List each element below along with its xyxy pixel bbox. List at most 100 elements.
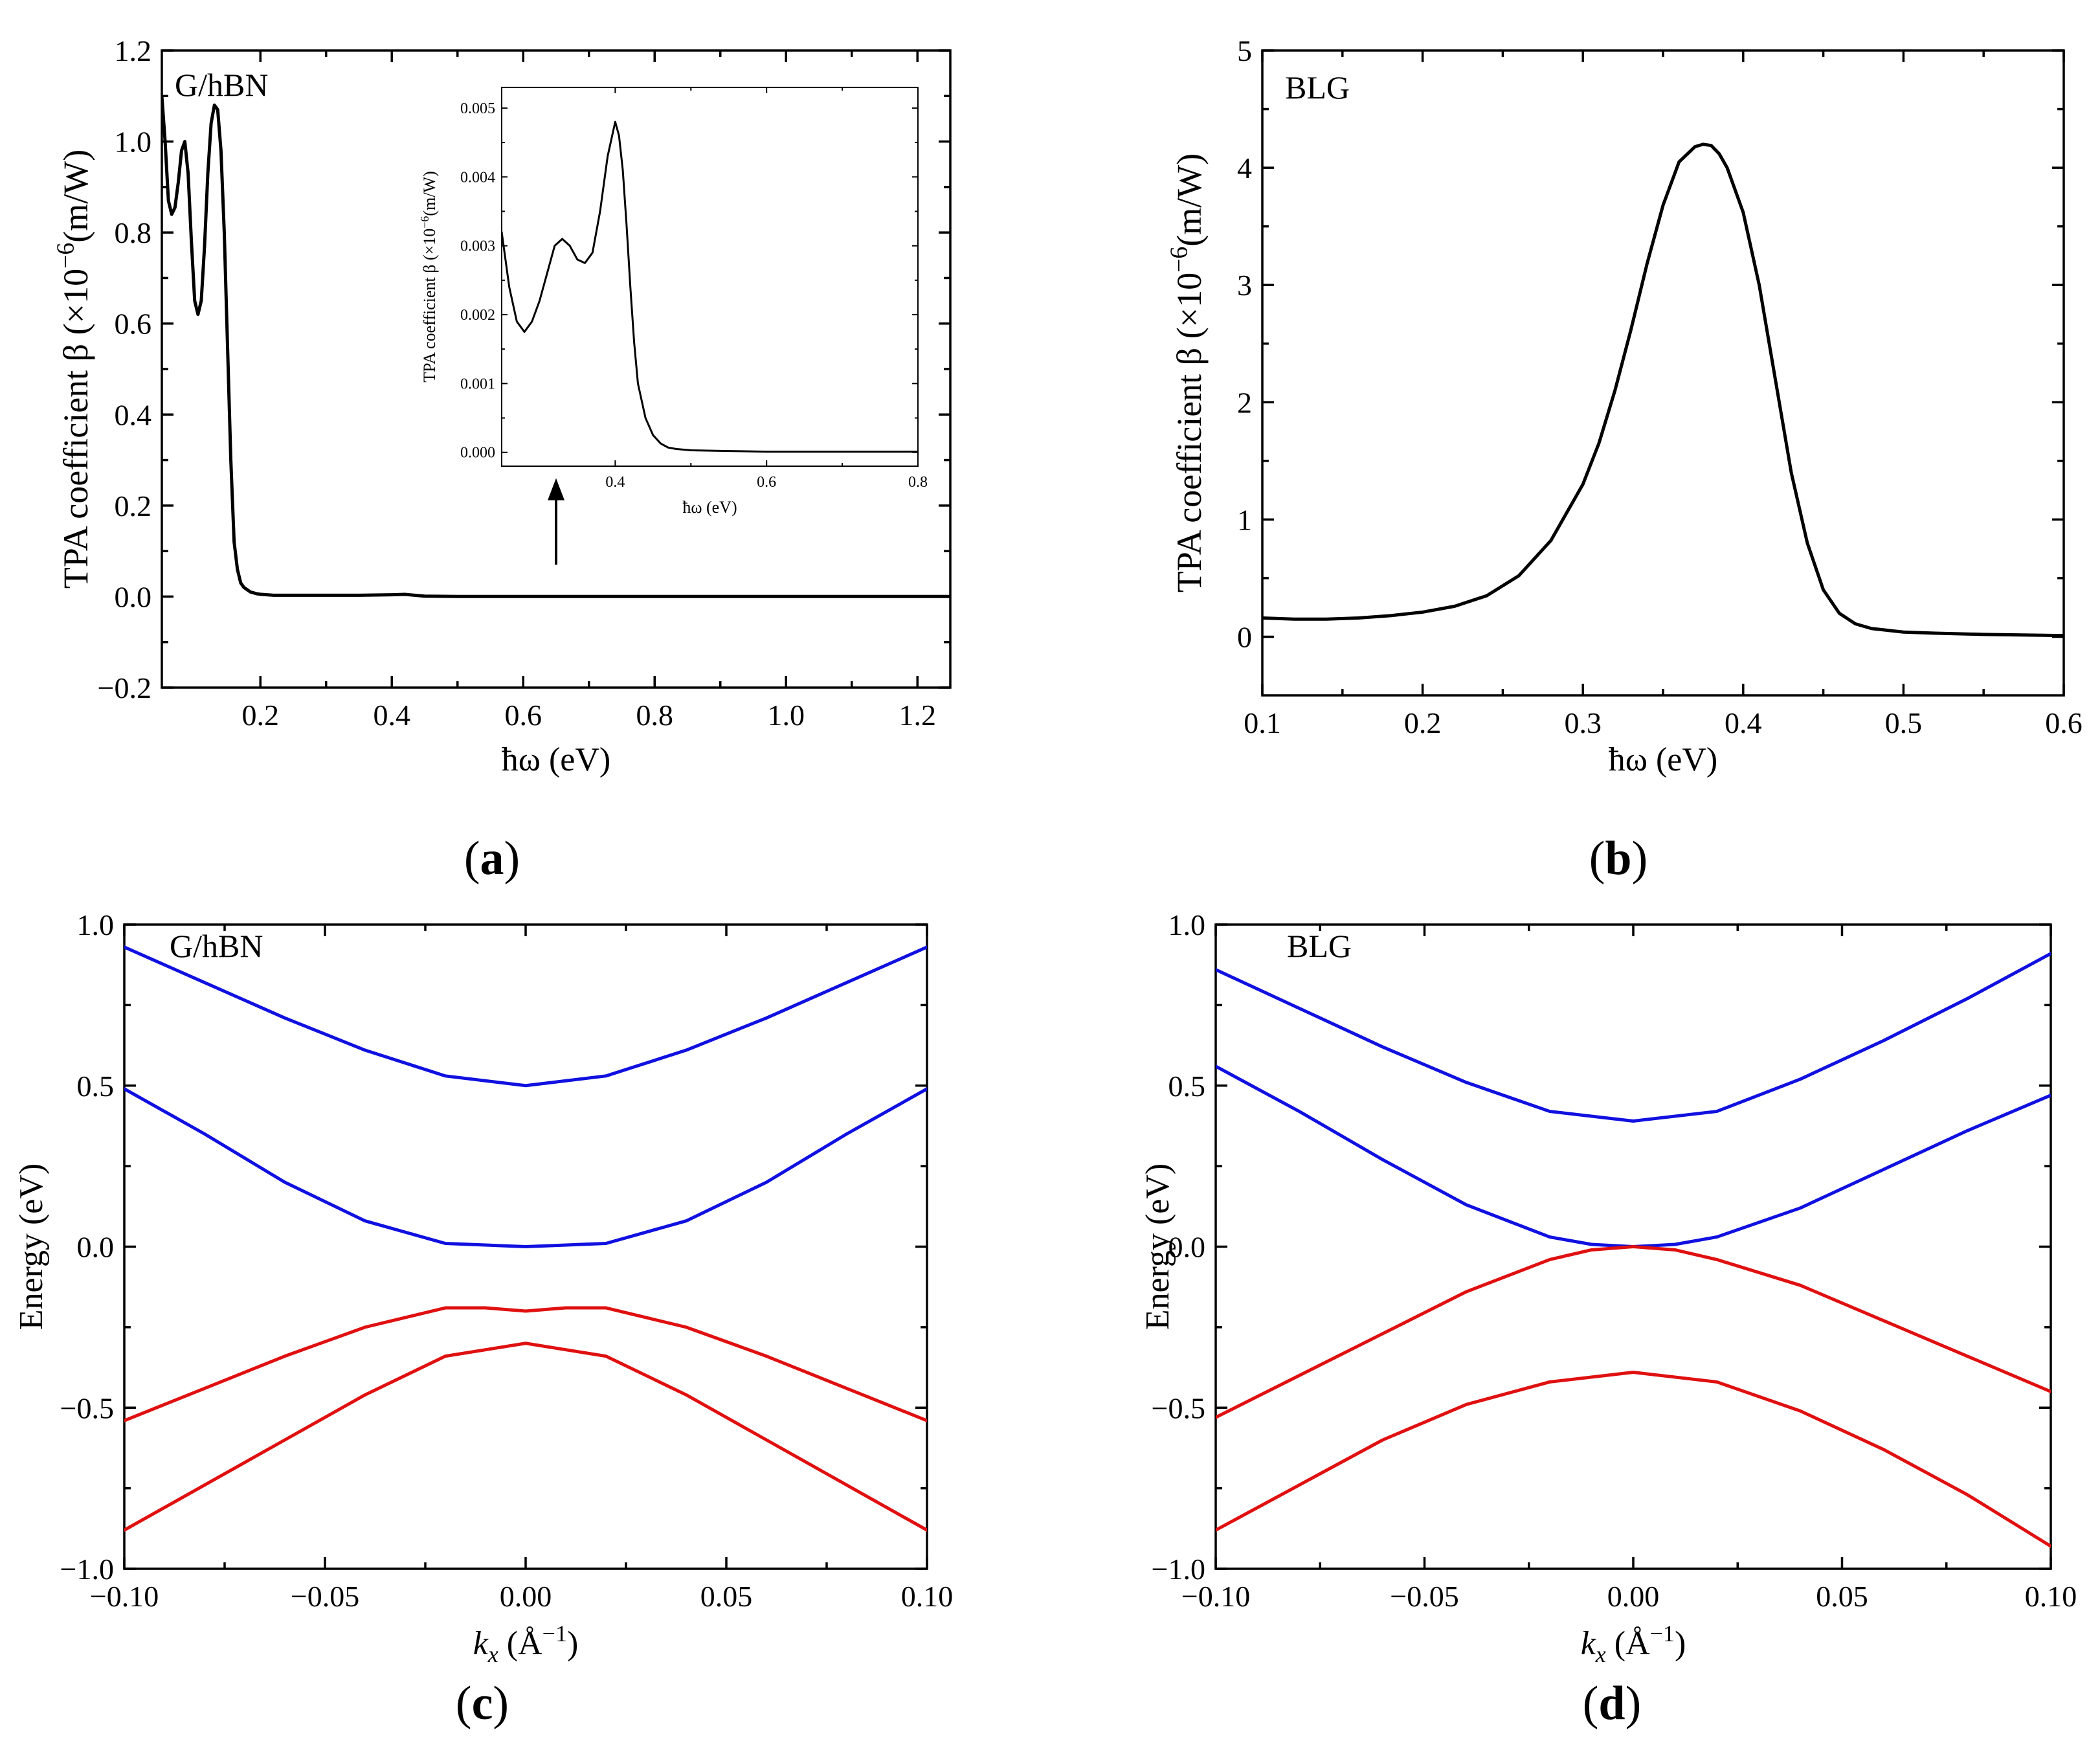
y-tick-label: 1 (1237, 503, 1252, 536)
x-tick-label: 0.6 (757, 474, 776, 491)
x-axis-title-unit: (Å (1606, 1625, 1650, 1662)
x-axis-title-unit: (Å (498, 1625, 542, 1662)
y-tick-label: 3 (1237, 269, 1252, 302)
series-line-valence-band-1 (1216, 1245, 2051, 1419)
panel-label: BLG (1285, 69, 1350, 106)
x-axis-title: kx (Å−1) (473, 1621, 579, 1667)
x-tick-label: 0.05 (700, 1580, 753, 1613)
caption-letter: c (472, 1677, 493, 1730)
series-line-blg (1262, 142, 2064, 638)
caption-open: ( (1583, 1677, 1599, 1730)
y-axis-title: TPA coefficient β (×10−6(m/W) (52, 150, 95, 589)
series-line-conduction-band-1 (124, 1087, 927, 1248)
y-tick-label: −0.2 (98, 671, 151, 704)
panel-label: G/hBN (175, 67, 268, 103)
y-tick-label: 5 (1237, 34, 1252, 67)
series-line-valence-band-2 (1216, 1371, 2051, 1548)
x-tick-label: 0.10 (901, 1580, 954, 1613)
series-line-valence-band-1 (124, 1306, 927, 1422)
series-line-g-hbn-zoom (502, 120, 918, 453)
panel-label: BLG (1287, 928, 1352, 964)
x-axis-title: kx (Å−1) (1581, 1621, 1686, 1667)
x-axis-title-k: k (1581, 1625, 1596, 1662)
y-tick-label: 0.0 (77, 1231, 115, 1264)
panel-label: G/hBN (170, 928, 263, 964)
y-tick-label: 0.002 (460, 307, 495, 324)
y-tick-label: 0.0 (115, 580, 152, 613)
figure-caption: (a) (464, 832, 520, 885)
x-tick-label: −0.10 (1181, 1580, 1250, 1613)
inset-y-axis-title: TPA coefficient β (×10−6(m/W) (418, 171, 439, 383)
y-tick-label: −0.5 (60, 1391, 114, 1424)
y-axis-title-main: TPA coefficient β (×10 (1170, 273, 1209, 592)
y-tick-label: 0.5 (77, 1070, 115, 1103)
x-axis-title-subscript: x (487, 1641, 498, 1667)
x-tick-label: 0.05 (1816, 1580, 1868, 1613)
x-tick-label: 0.4 (374, 699, 411, 732)
caption-open: ( (464, 832, 480, 885)
inset-y-axis-title-exponent: −6 (418, 216, 431, 229)
inset-y-axis-title-main: TPA coefficient β (×10 (420, 229, 439, 383)
y-tick-label: 2 (1237, 386, 1252, 419)
caption-letter: b (1605, 832, 1631, 885)
caption-close: ) (1625, 1677, 1642, 1730)
y-tick-label: 0.6 (115, 308, 152, 341)
x-tick-label: −0.10 (90, 1580, 159, 1613)
y-tick-label: 0.5 (1168, 1070, 1206, 1103)
y-axis-title-main: TPA coefficient β (×10 (56, 269, 95, 589)
inset-x-axis-title: ħω (eV) (682, 498, 737, 517)
y-tick-label: 0.003 (460, 238, 495, 255)
x-tick-label: −0.05 (1390, 1580, 1458, 1613)
series-line-conduction-band-2 (1216, 952, 2051, 1123)
chart-panel-b: 0.1 0.2 0.3 0.4 0.5 0.6 0 1 2 3 4 5 BLG ħω (eV) TPA co… (1165, 34, 2082, 885)
series-line-conduction-band-2 (124, 945, 927, 1088)
x-tick-label: 0.8 (636, 699, 674, 732)
x-tick-label: 0.3 (1564, 706, 1602, 739)
x-axis-title-close: ) (567, 1625, 578, 1662)
y-tick-label: 0.005 (460, 100, 495, 117)
figure-caption: (c) (456, 1677, 509, 1730)
y-tick-label: 1.2 (115, 34, 152, 67)
x-tick-label: 0.1 (1244, 706, 1281, 739)
x-tick-label: −0.05 (291, 1580, 359, 1613)
x-tick-label: 1.2 (899, 699, 937, 732)
inset-y-axis-title-unit: (m/W) (420, 171, 439, 216)
y-tick-label: −1.0 (1152, 1553, 1205, 1586)
y-axis-title: TPA coefficient β (×10−6(m/W) (1165, 153, 1209, 593)
y-tick-label: 0.8 (115, 216, 152, 249)
y-tick-label: −0.5 (1152, 1391, 1205, 1424)
y-axis-title-exponent: −6 (1165, 247, 1192, 273)
x-tick-label: 0.4 (605, 474, 625, 491)
y-tick-label: 4 (1237, 152, 1252, 185)
x-tick-label: 0.00 (500, 1580, 552, 1613)
x-tick-label: 0.6 (2045, 706, 2083, 739)
x-tick-label: 0.6 (505, 699, 542, 732)
x-tick-label: 0.4 (1725, 706, 1762, 739)
caption-open: ( (456, 1677, 472, 1730)
x-axis-title-subscript: x (1595, 1641, 1606, 1667)
figure-caption: (d) (1583, 1677, 1641, 1730)
y-axis-title: Energy (eV) (13, 1163, 50, 1331)
x-axis-title-k: k (473, 1625, 489, 1662)
plot-frame (161, 49, 952, 689)
inset-chart: 0.4 0.6 0.8 0.000 0.001 0.002 0.003 0.004 0.005 ħ… (418, 87, 928, 517)
plot-frame (501, 87, 919, 467)
y-tick-label: 0.001 (460, 376, 495, 392)
series-line-g-hbn (162, 94, 950, 598)
caption-letter: a (480, 832, 504, 885)
y-tick-label: 0.4 (115, 398, 152, 431)
figure-caption: (b) (1589, 832, 1648, 885)
x-tick-label: 0.00 (1607, 1580, 1660, 1613)
x-axis-title: ħω (eV) (502, 741, 611, 778)
y-axis-title: Energy (eV) (1139, 1163, 1176, 1331)
y-tick-label: 0 (1237, 620, 1252, 653)
y-tick-label: 1.0 (1168, 908, 1206, 941)
x-tick-label: 0.8 (908, 474, 928, 491)
x-tick-label: 0.10 (2025, 1580, 2077, 1613)
y-tick-label: 0.0 (1168, 1231, 1206, 1264)
chart-panel-a: 0.2 0.4 0.6 0.8 1.0 1.2 −0.2 0.0 0.2 0.4 0.6 0.8 1.0… (52, 34, 952, 885)
x-axis-title-exponent: −1 (1650, 1621, 1675, 1646)
caption-open: ( (1589, 832, 1605, 885)
x-tick-label: 0.5 (1885, 706, 1923, 739)
series-line-valence-band-2 (124, 1342, 927, 1532)
